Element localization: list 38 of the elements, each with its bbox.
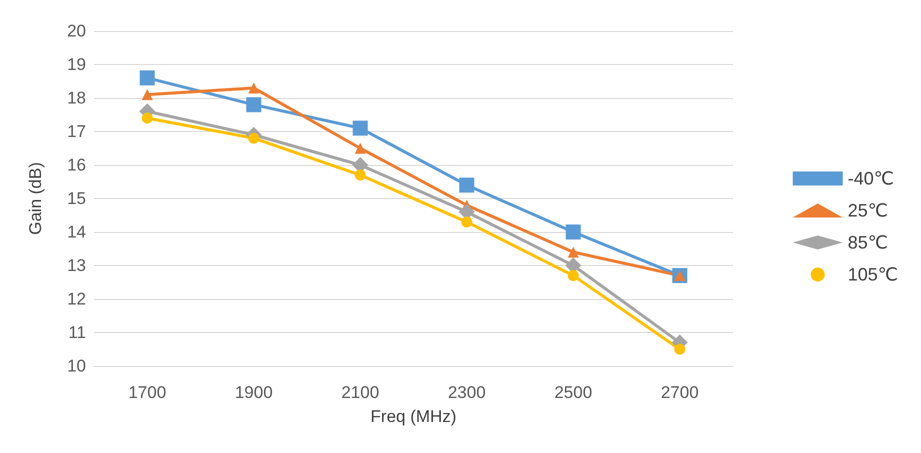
point (461, 216, 472, 228)
y-tick-label: 20 (67, 22, 86, 40)
point (566, 224, 581, 240)
y-tick-label: 10 (67, 356, 86, 376)
y-tick-label: 15 (67, 189, 86, 208)
point (354, 142, 366, 154)
y-tick-label: 18 (67, 88, 86, 108)
x-tick-label: 2500 (554, 383, 592, 402)
point (352, 120, 368, 136)
y-tick-label: 16 (67, 156, 86, 174)
x-tick-label: 1900 (234, 383, 273, 402)
x-tick-label: 2700 (660, 383, 699, 402)
y-tick-label: 19 (67, 55, 86, 74)
point (248, 82, 260, 94)
point (674, 344, 686, 355)
x-tick-label: 2300 (448, 383, 486, 402)
legend-label: 85℃ (848, 232, 888, 252)
point (246, 97, 262, 112)
y-tick-label: 14 (67, 222, 86, 242)
y-tick-label: 11 (68, 323, 86, 342)
point (568, 270, 579, 282)
point (248, 132, 260, 144)
point (568, 246, 579, 258)
legend-label: 105℃ (848, 264, 898, 284)
x-axis-title: Freq (MHz) (370, 407, 456, 426)
point (459, 178, 474, 193)
y-tick-label: 12 (67, 290, 86, 308)
y-axis-title: Gain (dB) (26, 162, 45, 235)
point (354, 170, 366, 181)
legend-label: -40℃ (848, 168, 894, 188)
legend-label: 25℃ (848, 200, 888, 220)
point (140, 70, 155, 86)
point (142, 112, 153, 124)
y-tick-label: 13 (67, 256, 86, 275)
x-tick-label: 1700 (128, 383, 166, 402)
y-tick-label: 17 (67, 122, 86, 141)
point (142, 89, 153, 100)
x-tick-label: 2100 (341, 383, 380, 402)
